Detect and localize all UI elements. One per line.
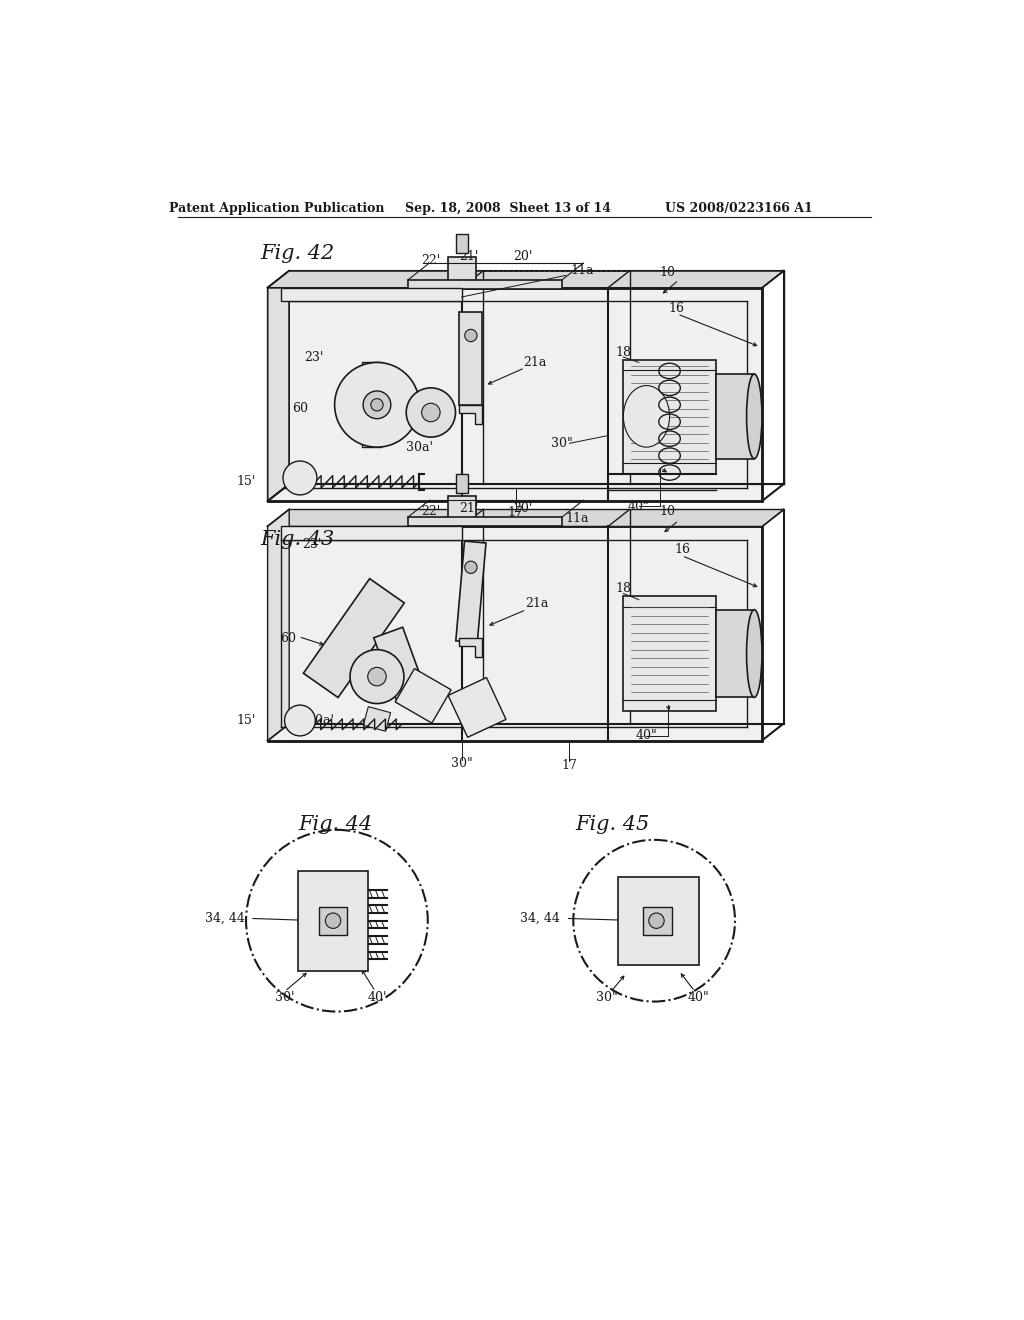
Text: 15': 15' — [237, 714, 256, 727]
Text: 10: 10 — [659, 265, 675, 279]
Circle shape — [350, 649, 403, 704]
Text: Patent Application Publication: Patent Application Publication — [169, 202, 385, 215]
Text: 11a: 11a — [570, 264, 594, 277]
Text: Fig. 45: Fig. 45 — [575, 814, 650, 834]
Circle shape — [326, 913, 341, 928]
Polygon shape — [267, 510, 783, 527]
Text: 40": 40" — [628, 500, 649, 513]
Text: 23': 23' — [304, 351, 324, 363]
Circle shape — [285, 705, 315, 737]
Text: 60: 60 — [281, 631, 296, 644]
Polygon shape — [624, 360, 716, 474]
Circle shape — [573, 840, 735, 1002]
Polygon shape — [449, 677, 506, 738]
Text: 30": 30" — [451, 758, 472, 770]
Polygon shape — [371, 363, 383, 378]
Text: Sep. 18, 2008  Sheet 13 of 14: Sep. 18, 2008 Sheet 13 of 14 — [404, 202, 611, 215]
Text: Fig. 43: Fig. 43 — [260, 531, 334, 549]
Circle shape — [649, 913, 665, 928]
Text: US 2008/0223166 A1: US 2008/0223166 A1 — [665, 202, 813, 215]
Circle shape — [364, 391, 391, 418]
Polygon shape — [267, 271, 783, 288]
Text: Fig. 44: Fig. 44 — [298, 814, 373, 834]
Text: 30a': 30a' — [406, 441, 433, 454]
Bar — [319, 907, 347, 935]
Text: 21a: 21a — [525, 597, 549, 610]
Circle shape — [283, 461, 316, 495]
Text: 21': 21' — [460, 251, 479, 264]
Circle shape — [371, 399, 383, 411]
Polygon shape — [408, 517, 562, 527]
Text: 60: 60 — [292, 403, 308, 416]
Circle shape — [465, 561, 477, 573]
Polygon shape — [364, 706, 390, 731]
Circle shape — [368, 668, 386, 686]
Polygon shape — [267, 510, 289, 741]
Text: 21': 21' — [460, 502, 479, 515]
Polygon shape — [460, 638, 482, 657]
Polygon shape — [303, 578, 404, 697]
Circle shape — [246, 830, 428, 1011]
Polygon shape — [456, 541, 486, 643]
Text: 30": 30" — [551, 437, 572, 450]
Text: 30a': 30a' — [307, 714, 334, 727]
Polygon shape — [716, 610, 755, 697]
Circle shape — [422, 404, 440, 422]
Text: 18: 18 — [615, 582, 632, 594]
Bar — [456, 234, 468, 253]
Text: 11a: 11a — [565, 512, 589, 525]
Polygon shape — [281, 527, 462, 540]
Polygon shape — [267, 527, 762, 741]
Text: 34, 44: 34, 44 — [520, 912, 560, 925]
Polygon shape — [374, 627, 426, 702]
Text: 30": 30" — [596, 991, 617, 1005]
Polygon shape — [447, 496, 475, 527]
Text: 40': 40' — [368, 991, 387, 1005]
Ellipse shape — [624, 385, 670, 447]
Polygon shape — [408, 280, 562, 289]
Text: 21a: 21a — [523, 356, 547, 370]
Polygon shape — [460, 405, 482, 424]
Text: 10: 10 — [659, 504, 675, 517]
Polygon shape — [447, 257, 475, 288]
Text: Fig. 42: Fig. 42 — [260, 244, 334, 263]
Polygon shape — [624, 595, 716, 711]
Text: 16: 16 — [668, 302, 684, 315]
Text: 17: 17 — [508, 506, 523, 519]
Text: 22': 22' — [421, 504, 440, 517]
Text: 20': 20' — [514, 502, 532, 515]
Text: 17: 17 — [561, 759, 578, 772]
Text: 18: 18 — [615, 346, 632, 359]
Text: 16: 16 — [674, 543, 690, 556]
Polygon shape — [267, 288, 762, 502]
Text: 22': 22' — [421, 253, 440, 267]
Polygon shape — [395, 669, 452, 723]
Bar — [460, 313, 482, 405]
Bar — [456, 474, 468, 494]
Polygon shape — [281, 288, 462, 301]
Text: 20': 20' — [514, 251, 532, 264]
Ellipse shape — [746, 374, 762, 459]
Polygon shape — [267, 271, 289, 502]
Bar — [643, 907, 672, 935]
Polygon shape — [361, 363, 381, 447]
Text: 30': 30' — [274, 991, 294, 1005]
Text: 34, 44: 34, 44 — [205, 912, 245, 925]
Bar — [617, 876, 698, 965]
Text: 40": 40" — [636, 730, 657, 742]
Ellipse shape — [746, 610, 762, 697]
Text: 40": 40" — [688, 991, 710, 1005]
Circle shape — [335, 363, 419, 447]
Text: 15': 15' — [237, 475, 256, 488]
Polygon shape — [716, 374, 755, 459]
Circle shape — [465, 330, 477, 342]
Text: 23': 23' — [302, 537, 322, 550]
Circle shape — [407, 388, 456, 437]
Bar — [298, 871, 368, 970]
